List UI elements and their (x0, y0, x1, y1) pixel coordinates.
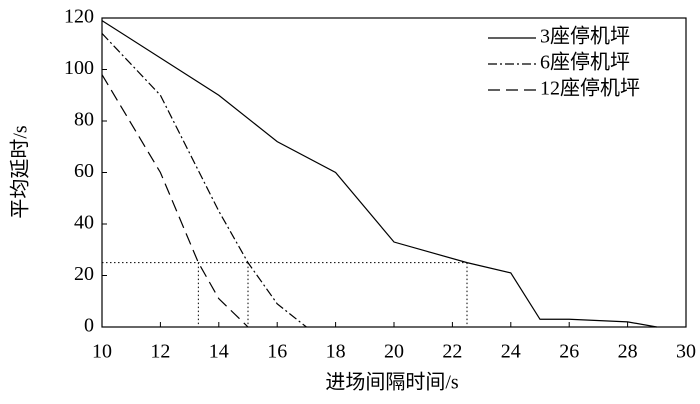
x-tick-label: 16 (267, 341, 287, 363)
x-tick-label: 28 (618, 341, 638, 363)
y-tick-label: 100 (64, 57, 94, 79)
y-tick-label: 60 (74, 160, 94, 182)
series-line (101, 74, 249, 328)
legend-label: 6座停机坪 (540, 51, 630, 74)
x-tick-label: 26 (559, 341, 579, 363)
legend-label: 12座停机坪 (540, 77, 640, 100)
y-tick-label: 80 (74, 109, 94, 131)
x-tick-label: 30 (676, 341, 696, 363)
x-tick-label: 24 (501, 341, 521, 363)
x-tick-label: 20 (384, 341, 404, 363)
x-axis-label: 进场间隔时间/s (325, 371, 459, 394)
series-line (101, 20, 657, 328)
x-tick-label: 10 (92, 341, 112, 363)
x-tick-label: 22 (442, 341, 462, 363)
y-axis-label: 平均延时/s (9, 125, 32, 219)
y-tick-label: 20 (74, 263, 94, 285)
y-tick-label: 120 (64, 6, 94, 28)
x-tick-label: 14 (209, 341, 229, 363)
series-line (101, 33, 307, 328)
legend-label: 3座停机坪 (540, 25, 630, 48)
y-tick-label: 0 (84, 315, 94, 337)
y-tick-label: 40 (74, 212, 94, 234)
x-tick-label: 12 (150, 341, 170, 363)
x-tick-label: 18 (326, 341, 346, 363)
